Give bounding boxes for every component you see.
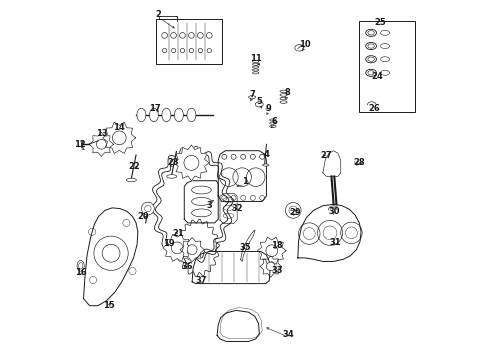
Text: 3: 3 bbox=[206, 201, 212, 210]
FancyBboxPatch shape bbox=[156, 19, 222, 64]
Text: 29: 29 bbox=[289, 208, 301, 217]
Text: 26: 26 bbox=[368, 104, 380, 113]
Polygon shape bbox=[180, 238, 204, 262]
Circle shape bbox=[171, 242, 183, 254]
Polygon shape bbox=[217, 310, 259, 342]
Text: 9: 9 bbox=[266, 104, 272, 113]
Ellipse shape bbox=[174, 108, 183, 122]
Text: 15: 15 bbox=[103, 301, 115, 310]
Polygon shape bbox=[241, 230, 255, 261]
Ellipse shape bbox=[381, 70, 390, 75]
Text: 4: 4 bbox=[264, 150, 270, 159]
Polygon shape bbox=[220, 194, 237, 224]
Circle shape bbox=[187, 245, 197, 255]
Circle shape bbox=[267, 262, 275, 271]
Text: 23: 23 bbox=[168, 158, 179, 167]
Text: 14: 14 bbox=[113, 123, 125, 132]
Ellipse shape bbox=[381, 57, 390, 62]
Polygon shape bbox=[298, 204, 361, 261]
Polygon shape bbox=[163, 234, 192, 261]
Polygon shape bbox=[323, 151, 341, 176]
Ellipse shape bbox=[255, 102, 263, 107]
Text: 25: 25 bbox=[374, 18, 386, 27]
Ellipse shape bbox=[381, 30, 390, 35]
Text: 18: 18 bbox=[271, 240, 283, 249]
Ellipse shape bbox=[137, 108, 146, 122]
Polygon shape bbox=[258, 237, 286, 264]
Text: 19: 19 bbox=[164, 239, 175, 248]
Text: 22: 22 bbox=[128, 162, 140, 171]
Text: 32: 32 bbox=[231, 204, 243, 213]
Text: 30: 30 bbox=[329, 207, 340, 216]
Bar bbox=[359, 21, 415, 112]
Text: 12: 12 bbox=[74, 140, 86, 149]
Text: 33: 33 bbox=[271, 266, 283, 275]
Text: 13: 13 bbox=[97, 129, 108, 138]
Circle shape bbox=[184, 156, 199, 170]
Text: 35: 35 bbox=[240, 243, 251, 252]
Ellipse shape bbox=[167, 175, 177, 178]
Text: 6: 6 bbox=[271, 117, 277, 126]
Polygon shape bbox=[218, 151, 267, 202]
Text: 1: 1 bbox=[242, 177, 248, 186]
Ellipse shape bbox=[295, 45, 304, 51]
Ellipse shape bbox=[149, 108, 158, 122]
Polygon shape bbox=[184, 181, 218, 223]
Polygon shape bbox=[192, 251, 270, 284]
Circle shape bbox=[142, 202, 154, 215]
Ellipse shape bbox=[187, 108, 196, 122]
Text: 7: 7 bbox=[250, 90, 256, 99]
Ellipse shape bbox=[381, 44, 390, 49]
Text: 10: 10 bbox=[299, 40, 311, 49]
Polygon shape bbox=[103, 122, 136, 153]
Ellipse shape bbox=[126, 178, 136, 182]
Text: 21: 21 bbox=[172, 229, 184, 238]
Text: 34: 34 bbox=[282, 330, 294, 339]
Text: 28: 28 bbox=[353, 158, 365, 167]
Text: 11: 11 bbox=[250, 54, 262, 63]
Polygon shape bbox=[83, 208, 138, 306]
Circle shape bbox=[97, 139, 106, 149]
Ellipse shape bbox=[162, 108, 171, 122]
Text: 5: 5 bbox=[256, 97, 262, 106]
Text: 37: 37 bbox=[196, 276, 207, 285]
Text: 8: 8 bbox=[285, 88, 291, 97]
Circle shape bbox=[266, 245, 278, 257]
Text: 17: 17 bbox=[149, 104, 161, 113]
Polygon shape bbox=[173, 145, 209, 181]
Polygon shape bbox=[89, 132, 114, 157]
Text: 2: 2 bbox=[156, 10, 162, 19]
Circle shape bbox=[112, 131, 126, 145]
Text: 27: 27 bbox=[320, 151, 332, 160]
Text: 16: 16 bbox=[75, 268, 87, 277]
Text: 36: 36 bbox=[181, 262, 193, 271]
Text: 31: 31 bbox=[329, 238, 341, 247]
Ellipse shape bbox=[263, 164, 269, 166]
Polygon shape bbox=[260, 256, 281, 277]
Text: 20: 20 bbox=[137, 212, 149, 221]
Text: 24: 24 bbox=[371, 72, 383, 81]
